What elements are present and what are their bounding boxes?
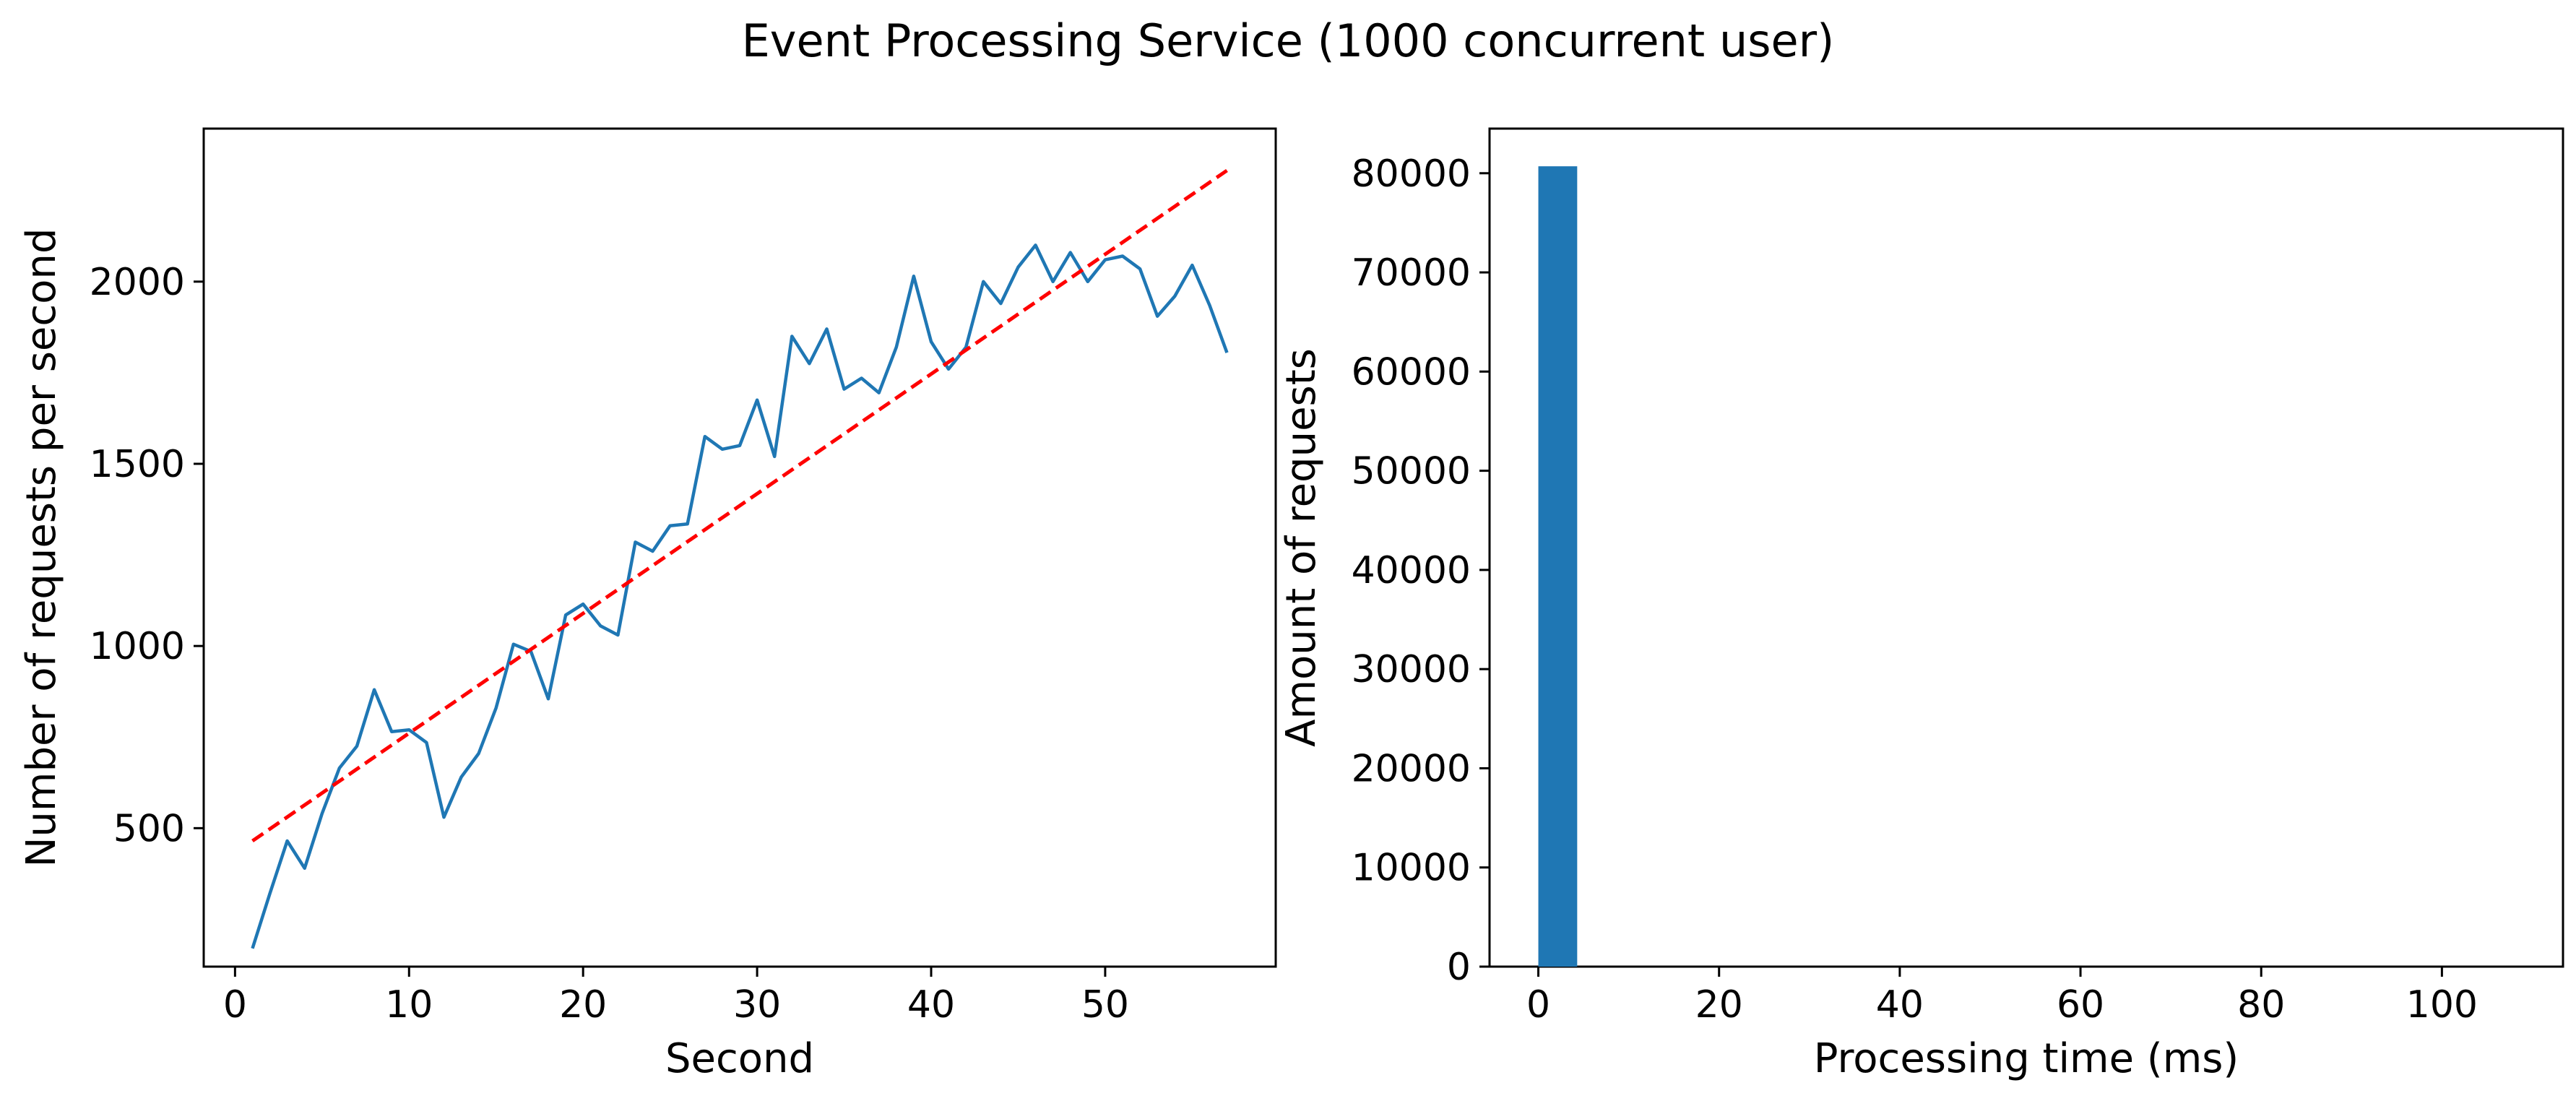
right-x-ticks: 0 20 40 60 80 100 — [1526, 967, 2478, 1027]
right-x-tick-label: 60 — [2057, 983, 2104, 1027]
histogram-bar — [1538, 166, 1578, 967]
trend-line — [251, 168, 1228, 843]
left-x-tick-label: 40 — [907, 983, 955, 1027]
right-y-tick-label: 20000 — [1352, 747, 1471, 790]
right-x-axis-label: Processing time (ms) — [1814, 1035, 2239, 1082]
left-y-tick-label: 1500 — [90, 443, 185, 486]
left-y-tick-label: 500 — [113, 807, 185, 850]
left-x-axis-label: Second — [665, 1035, 814, 1082]
right-y-axis-label: Amount of requests — [1278, 348, 1325, 747]
right-x-tick-label: 0 — [1526, 983, 1550, 1027]
left-y-ticks: 500 1000 1500 2000 — [90, 261, 204, 850]
right-y-tick-label: 40000 — [1352, 549, 1471, 592]
right-y-tick-label: 50000 — [1352, 450, 1471, 493]
left-x-tick-label: 30 — [733, 983, 781, 1027]
left-x-tick-label: 10 — [385, 983, 433, 1027]
left-x-tick-label: 0 — [223, 983, 247, 1027]
left-x-tick-label: 50 — [1081, 983, 1129, 1027]
right-y-tick-label: 10000 — [1352, 847, 1471, 890]
right-y-tick-label: 80000 — [1352, 152, 1471, 196]
figure-title: Event Processing Service (1000 concurren… — [742, 14, 1835, 67]
right-chart: 0 20 40 60 80 100 0 10000 20000 30000 40000 50000 6… — [1278, 127, 2564, 1082]
right-x-tick-label: 100 — [2406, 983, 2478, 1027]
left-y-tick-label: 2000 — [90, 261, 185, 304]
right-y-tick-label: 0 — [1447, 946, 1471, 989]
right-x-tick-label: 80 — [2237, 983, 2285, 1027]
left-y-tick-label: 1000 — [90, 625, 185, 668]
requests-per-second-line — [251, 243, 1229, 949]
right-y-tick-label: 30000 — [1352, 648, 1471, 691]
left-series — [251, 168, 1229, 949]
left-x-tick-label: 20 — [559, 983, 607, 1027]
right-y-tick-label: 60000 — [1352, 350, 1471, 394]
left-plot-frame — [202, 127, 1277, 968]
right-y-tick-label: 70000 — [1352, 251, 1471, 295]
right-y-ticks: 0 10000 20000 30000 40000 50000 60000 70000 8000… — [1352, 152, 1490, 989]
right-plot-frame — [1488, 127, 2564, 968]
right-bars — [1538, 166, 1578, 967]
left-x-ticks: 0 10 20 30 40 50 — [223, 967, 1129, 1027]
left-y-axis-label: Number of requests per second — [18, 228, 65, 868]
right-x-tick-label: 20 — [1695, 983, 1743, 1027]
right-x-tick-label: 40 — [1876, 983, 1924, 1027]
left-chart: 0 10 20 30 40 50 500 1000 1500 2000 Second Numbe… — [18, 127, 1277, 1082]
